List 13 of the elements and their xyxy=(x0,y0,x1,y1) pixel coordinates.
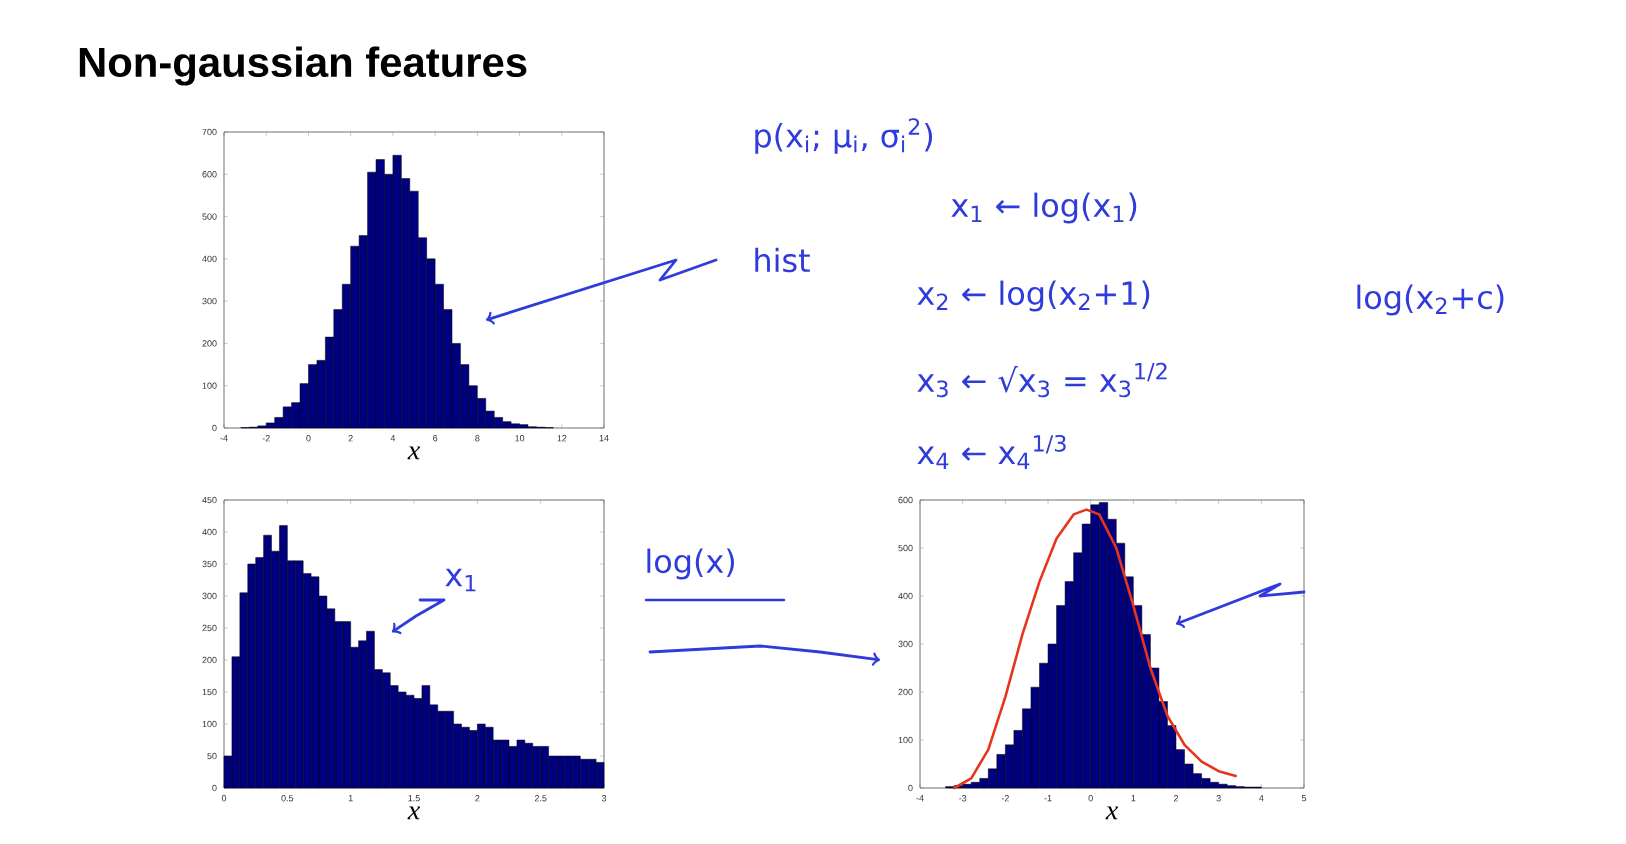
chart-title: Non-gaussian features xyxy=(79,46,527,86)
text: x$_{1}$ ← log(x$_{1}$) xyxy=(951,192,1137,224)
x-axis-title: x xyxy=(1105,806,1119,820)
text: x$_{3}$ ← √x$_{3}$ = x$_{3}$1/2 xyxy=(917,362,1167,398)
x-axis-title: x xyxy=(407,806,421,820)
text: log(x) xyxy=(647,548,735,580)
text: log(x$_{2}$+c) xyxy=(1357,284,1504,316)
annotation: x$_{1}$ xyxy=(445,568,476,592)
text: hist xyxy=(755,247,810,273)
text: x$_{4}$ ← x$_{4}$1/3 xyxy=(917,434,1066,470)
text: p(x$_{i}$; μ$_{i}$, σ$_{i}$$^{2}$) xyxy=(755,118,933,154)
text: x$_{2}$ ← log(x$_{2}$+1) xyxy=(917,280,1150,312)
x-axis-title: x xyxy=(407,446,421,460)
